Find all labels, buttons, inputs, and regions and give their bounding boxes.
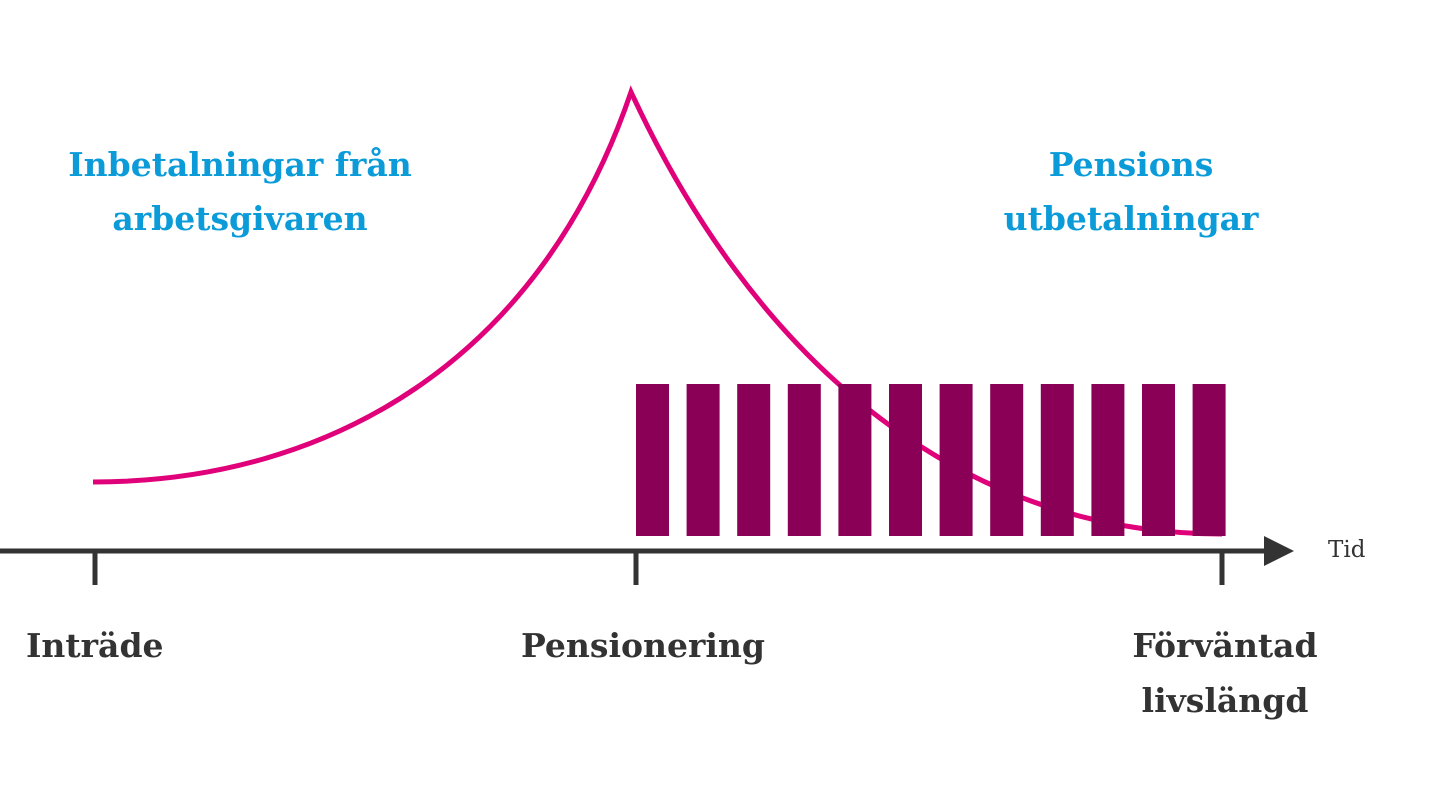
capital-curve bbox=[92, 85, 1223, 537]
axis-arrow bbox=[1264, 536, 1294, 566]
payout-bar bbox=[686, 384, 720, 536]
payout-bar bbox=[1040, 384, 1074, 536]
payouts-label: Pensions bbox=[1049, 145, 1214, 184]
contributions-label: arbetsgivaren bbox=[112, 199, 367, 238]
payout-bar bbox=[838, 384, 872, 536]
payout-bar bbox=[636, 384, 669, 536]
payout-bar bbox=[1142, 384, 1175, 536]
payout-bar bbox=[737, 384, 771, 536]
payout-bar bbox=[889, 384, 922, 536]
payout-bars bbox=[636, 384, 1226, 536]
contributions-label: Inbetalningar från bbox=[68, 145, 411, 184]
milestone-label: Inträde bbox=[26, 626, 164, 665]
payout-bar bbox=[990, 384, 1024, 536]
payout-bar bbox=[1091, 384, 1125, 536]
milestone-label: Pensionering bbox=[521, 626, 765, 665]
milestone-label: livslängd bbox=[1142, 681, 1309, 720]
payout-bar bbox=[939, 384, 973, 536]
milestone-label: Förväntad bbox=[1132, 626, 1317, 665]
payout-bar bbox=[787, 384, 821, 536]
payout-bar bbox=[1192, 384, 1226, 536]
payouts-label: utbetalningar bbox=[1004, 199, 1259, 238]
axis-label: Tid bbox=[1328, 537, 1366, 563]
